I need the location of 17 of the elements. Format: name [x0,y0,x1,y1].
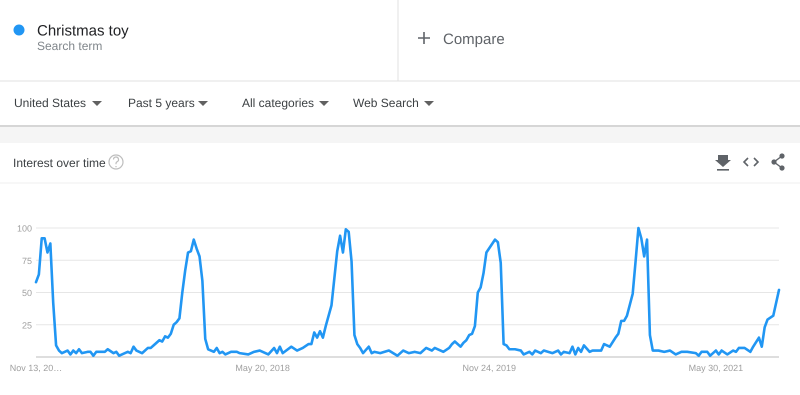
text: United States [14,96,86,110]
text: All categories [242,96,314,110]
x-tick-label: Nov 24, 2019 [462,363,516,373]
y-tick-label: 100 [16,224,32,234]
text: Compare [443,31,505,48]
legend-label: Christmas toy [37,22,130,40]
y-tick-label: 50 [22,288,32,298]
chart-title: Interest over time [13,156,106,170]
text: Web Search [353,96,419,110]
x-tick-label: May 20, 2018 [235,363,290,373]
y-tick-label: 75 [22,256,32,266]
x-tick-label: Nov 13, 20… [10,363,62,373]
text: Past 5 years [128,96,195,110]
line-series [34,226,780,358]
text: Search term [37,39,102,53]
x-tick-label: May 30, 2021 [688,363,744,373]
y-tick-label: 25 [22,320,32,330]
